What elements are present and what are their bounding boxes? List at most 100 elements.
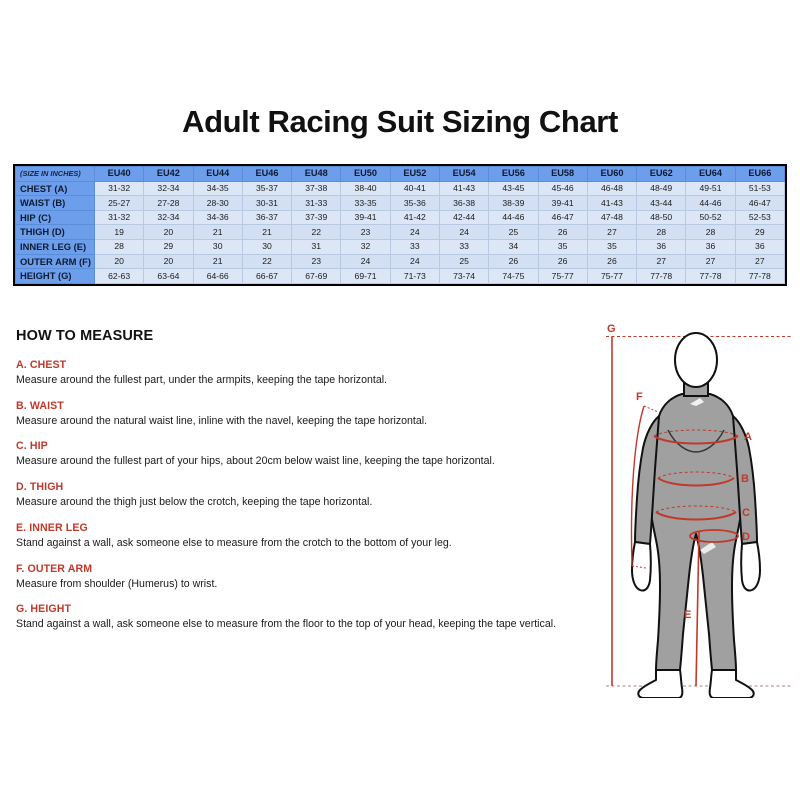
table-cell: 22 (291, 224, 342, 240)
chest-measure-line (653, 435, 739, 445)
table-row: THIGH (D) 19 20 21 21 22 23 24 24 25 26 27 28 28 29 (15, 224, 786, 240)
table-cell: 44-46 (488, 209, 539, 226)
table-header-row: (SIZE IN INCHES) EU40 EU42 EU44 EU46 EU48 EU5… (15, 166, 786, 182)
column-header-eu64: EU64 (685, 166, 736, 182)
table-cell: 40-41 (389, 180, 440, 197)
table-cell: 20 (93, 253, 145, 270)
table-cell: 74-75 (488, 268, 539, 284)
table-cell: 43-44 (636, 195, 687, 211)
column-header-eu40: EU40 (93, 166, 145, 182)
table-cell: 71-73 (389, 268, 440, 284)
column-header-eu46: EU46 (241, 166, 293, 182)
table-cell: 26 (586, 253, 638, 270)
table-cell: 45-46 (537, 180, 588, 197)
table-cell: 64-66 (192, 268, 243, 284)
row-label-thigh-d: THIGH (D) (15, 224, 95, 240)
how-to-measure-heading: HOW TO MEASURE (16, 328, 154, 344)
waist-measure-dashed (657, 471, 735, 479)
hip-measure-dashed (655, 505, 737, 513)
page-title: Adult Racing Suit Sizing Chart (182, 104, 618, 139)
table-cell: 27 (586, 224, 638, 240)
measure-item: B. WAIST Measure around the natural waist… (16, 400, 596, 428)
table-cell: 22 (241, 253, 293, 270)
table-cell: 28 (93, 238, 145, 255)
table-cell: 48-49 (636, 180, 687, 197)
table-cell: 44-46 (685, 195, 736, 211)
table-cell: 63-64 (143, 268, 194, 284)
table-cell: 35-36 (389, 195, 440, 211)
table-cell: 27 (734, 253, 786, 270)
table-cell: 47-48 (586, 209, 638, 226)
table-cell: 24 (389, 224, 440, 240)
table-cell: 43-45 (488, 180, 539, 197)
measure-instruction-list: A. CHEST Measure around the fullest part,… (16, 359, 596, 632)
table-cell: 39-41 (340, 209, 391, 226)
table-cell: 21 (192, 253, 243, 270)
table-cell: 30-31 (241, 195, 293, 211)
sizing-table: (SIZE IN INCHES) EU40 EU42 EU44 EU46 EU48 EU5… (15, 166, 786, 284)
label-a: A (744, 431, 752, 443)
table-cell: 33 (438, 238, 490, 255)
table-cell: 46-47 (734, 195, 786, 211)
measure-item-title: E. INNER LEG (16, 521, 88, 534)
table-cell: 35 (537, 238, 588, 255)
label-f: F (636, 391, 643, 403)
measure-item-title: C. HIP (16, 440, 48, 453)
table-cell: 30 (192, 238, 243, 255)
column-header-eu58: EU58 (537, 166, 588, 182)
waist-measure-line (657, 477, 735, 487)
table-cell: 32-34 (143, 180, 194, 197)
table-cell: 66-67 (241, 268, 293, 284)
table-cell: 32-34 (143, 209, 194, 226)
table-cell: 38-39 (488, 195, 539, 211)
sizing-table-container: (SIZE IN INCHES) EU40 EU42 EU44 EU46 EU48 EU5… (13, 164, 787, 286)
table-cell: 67-69 (291, 268, 342, 284)
column-header-eu52: EU52 (389, 166, 440, 182)
table-cell: 20 (143, 253, 194, 270)
table-cell: 34 (488, 238, 539, 255)
table-row: HEIGHT (G) 62-63 63-64 64-66 66-67 67-69 69-71… (15, 268, 786, 284)
outer-arm-top-tick (643, 405, 659, 413)
table-cell: 75-77 (537, 268, 588, 284)
row-label-inner-leg-e: INNER LEG (E) (15, 238, 95, 255)
table-cell: 41-43 (438, 180, 490, 197)
row-label-outer-arm-f: OUTER ARM (F) (15, 253, 95, 270)
row-label-waist-b: WAIST (B) (15, 195, 95, 211)
table-cell: 27-28 (143, 195, 194, 211)
table-cell: 27 (685, 253, 736, 270)
table-cell: 25 (488, 224, 539, 240)
inner-leg-measure-line (695, 531, 700, 687)
table-cell: 35-37 (241, 180, 293, 197)
table-cell: 25 (438, 253, 490, 270)
measure-item: C. HIP Measure around the fullest part of… (16, 440, 596, 468)
table-cell: 37-38 (291, 180, 342, 197)
table-cell: 36 (734, 238, 786, 255)
table-cell: 31-33 (291, 195, 342, 211)
row-label-height-g: HEIGHT (G) (15, 268, 95, 284)
measure-item: D. THIGH Measure around the thigh just be… (16, 481, 596, 509)
measure-item: E. INNER LEG Stand against a wall, ask so… (16, 522, 596, 550)
table-cell: 31-32 (93, 209, 145, 226)
row-label-hip-c: HIP (C) (15, 209, 95, 226)
column-header-eu62: EU62 (636, 166, 687, 182)
table-row: HIP (C) 31-32 32-34 34-36 36-37 37-39 39-41 41-… (15, 209, 786, 226)
measure-item-title: D. THIGH (16, 481, 64, 494)
table-cell: 51-53 (734, 180, 786, 197)
measure-item-description: Stand against a wall, ask someone else t… (16, 618, 557, 631)
table-cell: 62-63 (93, 268, 145, 284)
table-cell: 32 (340, 238, 391, 255)
column-header-eu48: EU48 (291, 166, 342, 182)
table-cell: 31 (291, 238, 342, 255)
left-boot (637, 669, 684, 698)
table-cell: 28-30 (192, 195, 243, 211)
hip-measure-line (655, 511, 737, 521)
table-cell: 29 (143, 238, 194, 255)
table-cell: 21 (241, 224, 293, 240)
table-cell: 25-27 (93, 195, 145, 211)
measure-item-title: B. WAIST (16, 399, 64, 412)
table-cell: 36-38 (438, 195, 490, 211)
measure-item-description: Measure around the fullest part, under t… (16, 374, 388, 386)
column-header-eu66: EU66 (734, 166, 786, 182)
table-cell: 21 (192, 224, 243, 240)
table-cell: 30 (241, 238, 293, 255)
